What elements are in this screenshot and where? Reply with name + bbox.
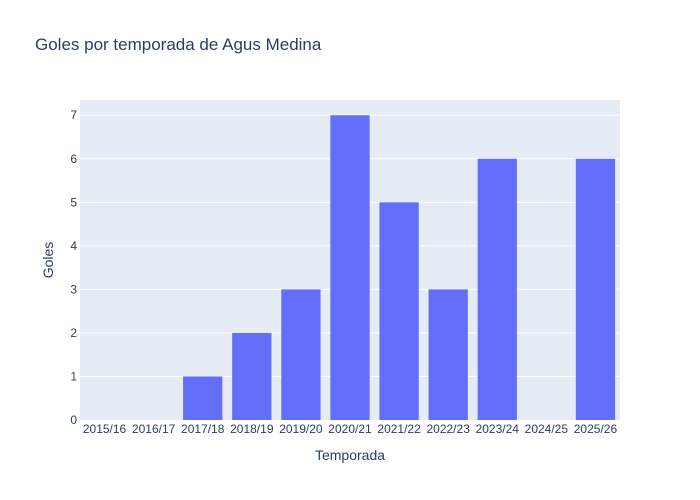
y-tick-label: 4 (70, 239, 77, 253)
bar-2023-24 (477, 158, 517, 420)
y-tick-label: 7 (70, 108, 77, 122)
bar-2022-23 (428, 289, 468, 420)
x-tick-label: 2021/22 (377, 422, 421, 436)
y-tick-labels: 0 1 2 3 4 5 6 7 (70, 108, 77, 427)
chart-title: Goles por temporada de Agus Medina (35, 35, 322, 54)
x-tick-labels: 2015/16 2016/17 2017/18 2018/19 2019/20 2020/… (83, 422, 618, 436)
x-axis-title: Temporada (315, 447, 385, 463)
x-tick-label: 2017/18 (181, 422, 225, 436)
x-tick-label: 2020/21 (328, 422, 372, 436)
bar-2018-19 (232, 332, 272, 420)
bar-2020-21 (330, 115, 370, 420)
bar-2025-26 (575, 158, 616, 420)
y-tick-label: 0 (70, 413, 77, 427)
x-tick-label: 2018/19 (230, 422, 274, 436)
y-tick-label: 1 (70, 369, 77, 383)
y-tick-label: 6 (70, 152, 77, 166)
bar-2019-20 (281, 289, 321, 420)
x-tick-label: 2015/16 (83, 422, 127, 436)
bar-2017-18 (183, 376, 223, 420)
bar-2021-22 (379, 202, 419, 420)
x-tick-label: 2016/17 (132, 422, 176, 436)
x-tick-label: 2024/25 (525, 422, 569, 436)
y-axis-title: Goles (40, 242, 56, 279)
y-tick-label: 2 (70, 326, 77, 340)
x-tick-label: 2025/26 (574, 422, 618, 436)
x-tick-label: 2022/23 (426, 422, 470, 436)
x-tick-label: 2023/24 (476, 422, 520, 436)
y-tick-label: 3 (70, 282, 77, 296)
x-tick-label: 2019/20 (279, 422, 323, 436)
bars (183, 115, 616, 420)
y-tick-label: 5 (70, 195, 77, 209)
